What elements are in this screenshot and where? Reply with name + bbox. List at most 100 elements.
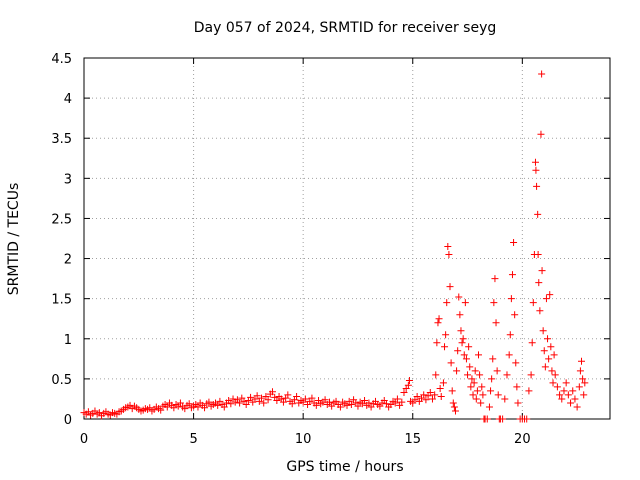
- data-point: [448, 387, 456, 395]
- data-point: [214, 401, 222, 409]
- data-point: [443, 299, 451, 307]
- x-axis-ticks: 0 5 10 15 20: [80, 58, 531, 447]
- x-axis-label: GPS time / hours: [286, 459, 403, 475]
- data-point: [475, 351, 482, 359]
- y-tick-label: 1: [64, 333, 72, 348]
- data-point: [478, 383, 486, 391]
- data-point: [545, 355, 553, 363]
- data-point: [575, 383, 583, 391]
- data-point: [488, 375, 496, 383]
- data-point: [471, 367, 479, 375]
- data-point: [205, 398, 213, 406]
- data-point: [462, 355, 470, 363]
- data-point: [477, 399, 485, 407]
- data-point: [469, 391, 477, 399]
- data-point: [264, 396, 272, 404]
- chart-title: Day 057 of 2024, SRMTID for receiver sey…: [194, 20, 497, 36]
- data-point: [493, 367, 501, 375]
- data-point: [536, 307, 544, 315]
- data-point: [459, 335, 467, 343]
- data-point: [511, 311, 519, 319]
- data-point: [293, 393, 301, 401]
- data-point: [420, 391, 428, 399]
- data-point: [455, 293, 463, 301]
- data-point: [579, 375, 587, 383]
- data-point: [553, 383, 561, 391]
- data-point: [494, 391, 502, 399]
- data-point: [508, 271, 516, 279]
- data-point: [472, 395, 480, 403]
- data-point: [343, 401, 351, 409]
- data-point: [413, 393, 421, 401]
- data-point: [528, 339, 536, 347]
- y-tick-label: 4: [64, 92, 72, 107]
- data-point: [492, 319, 500, 327]
- data-point: [501, 395, 509, 403]
- data-point: [535, 279, 543, 287]
- data-point: [441, 343, 449, 351]
- data-point: [529, 299, 537, 307]
- data-point: [236, 399, 244, 407]
- plot-frame: [83, 57, 611, 420]
- data-point: [268, 388, 276, 396]
- data-point: [445, 251, 453, 259]
- data-point: [523, 415, 531, 423]
- y-tick-label: 0.5: [51, 373, 72, 388]
- data-point: [578, 357, 586, 365]
- data-point: [567, 399, 575, 407]
- data-point: [534, 210, 542, 218]
- data-point: [176, 399, 184, 407]
- data-point: [273, 397, 281, 405]
- data-point: [514, 399, 522, 407]
- data-point: [404, 381, 412, 389]
- data-point: [220, 403, 228, 411]
- data-point: [534, 251, 542, 259]
- data-point: [431, 391, 439, 399]
- data-point: [490, 299, 498, 307]
- data-point: [461, 299, 469, 307]
- data-point: [428, 395, 436, 403]
- y-tick-label: 2: [64, 253, 72, 268]
- y-tick-label: 2.5: [51, 212, 72, 227]
- data-point: [201, 404, 209, 412]
- data-point: [549, 379, 557, 387]
- data-point: [279, 398, 287, 406]
- data-point: [541, 363, 549, 371]
- data-point: [426, 389, 434, 397]
- data-point: [485, 403, 493, 411]
- data-point: [532, 166, 540, 174]
- data-point: [253, 392, 261, 400]
- y-tick-label: 3: [64, 172, 72, 187]
- data-point: [533, 182, 541, 190]
- data-point: [242, 401, 250, 409]
- data-point: [325, 398, 333, 406]
- data-point: [512, 359, 520, 367]
- data-point: [460, 351, 468, 359]
- data-point: [562, 379, 570, 387]
- data-point: [398, 398, 406, 406]
- data-point: [544, 335, 552, 343]
- y-tick-label: 0: [64, 413, 72, 428]
- data-point: [451, 407, 459, 415]
- data-point: [361, 397, 369, 405]
- data-point: [284, 391, 292, 399]
- data-point: [507, 295, 515, 303]
- data-point: [456, 311, 464, 319]
- x-tick-label: 20: [514, 432, 531, 447]
- data-point: [422, 396, 430, 404]
- data-point: [457, 327, 465, 335]
- data-point: [393, 395, 401, 403]
- data-point: [449, 399, 457, 407]
- data-point: [436, 385, 444, 393]
- data-point: [581, 379, 589, 387]
- data-point: [531, 158, 539, 166]
- data-point: [476, 371, 484, 379]
- data-point: [564, 391, 572, 399]
- grid-lines: [84, 58, 610, 419]
- data-point: [391, 399, 399, 407]
- data-point: [405, 376, 413, 384]
- y-tick-label: 4.5: [51, 52, 72, 67]
- data-points: [80, 70, 589, 423]
- data-point: [442, 331, 450, 339]
- data-point: [537, 130, 545, 138]
